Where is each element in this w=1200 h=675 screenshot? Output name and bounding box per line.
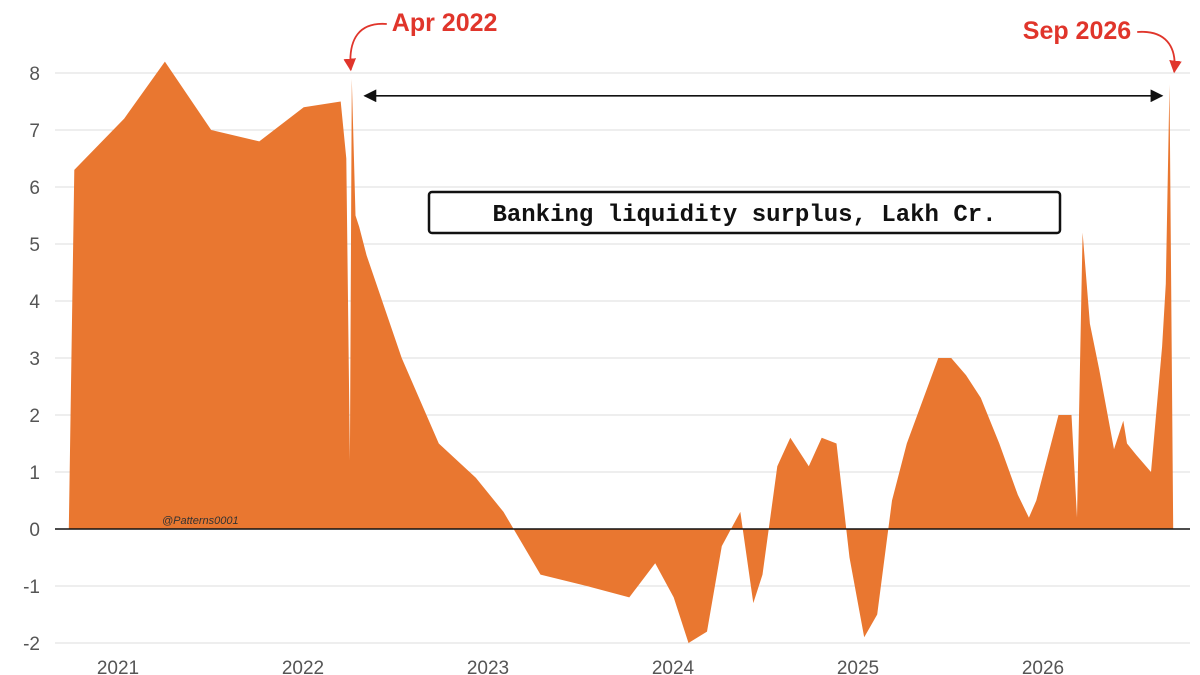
y-tick-label: -1 xyxy=(23,577,40,598)
y-tick-label: -2 xyxy=(23,634,40,655)
y-axis-ticks: -2 -1 0 1 2 3 4 5 6 7 8 xyxy=(23,64,40,655)
chart-title: Banking liquidity surplus, Lakh Cr. xyxy=(492,202,996,229)
x-tick-label: 2021 xyxy=(97,658,139,675)
y-tick-label: 6 xyxy=(29,178,40,199)
annotations: Apr 2022 Sep 2026 Banking liquidity surplu… xyxy=(162,9,1182,527)
y-tick-label: 7 xyxy=(29,121,40,142)
y-tick-label: 2 xyxy=(29,406,40,427)
y-tick-label: 0 xyxy=(29,520,40,541)
y-tick-label: 4 xyxy=(29,292,40,313)
liquidity-area xyxy=(68,61,1174,644)
callout-right-arrow xyxy=(1137,31,1182,74)
x-axis-ticks: 2021 2022 2023 2024 2025 2026 xyxy=(97,658,1064,675)
y-tick-label: 3 xyxy=(29,349,40,370)
watermark-text: @Patterns0001 xyxy=(162,515,239,527)
x-tick-label: 2025 xyxy=(837,658,879,675)
callout-left-arrow xyxy=(343,23,387,72)
chart-title-box xyxy=(427,190,1062,235)
x-tick-label: 2022 xyxy=(282,658,324,675)
callout-right-label: Sep 2026 xyxy=(1023,17,1131,45)
y-tick-label: 1 xyxy=(29,463,40,484)
y-tick-label: 5 xyxy=(29,235,40,256)
callout-left-label: Apr 2022 xyxy=(392,9,498,37)
y-tick-label: 8 xyxy=(29,64,40,85)
x-tick-label: 2026 xyxy=(1022,658,1064,675)
series-area-layer xyxy=(68,61,1174,644)
x-tick-label: 2024 xyxy=(652,658,695,675)
x-tick-label: 2023 xyxy=(467,658,509,675)
